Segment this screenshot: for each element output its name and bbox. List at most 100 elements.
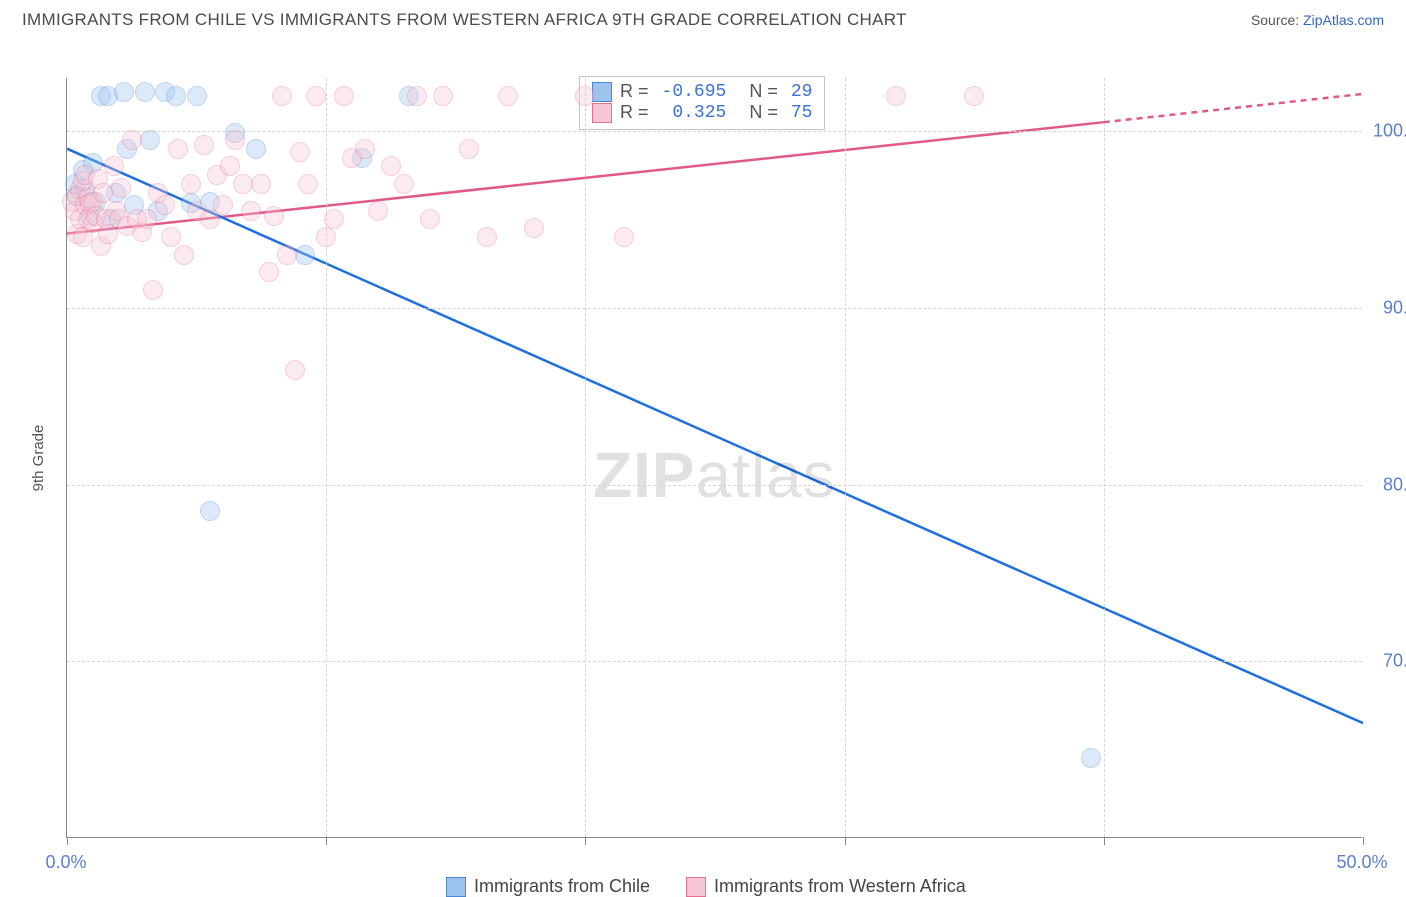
gridline-v (326, 78, 327, 837)
plot-area: ZIPatlas R = -0.695 N = 29R = 0.325 N = … (66, 78, 1362, 838)
gridline-v (845, 78, 846, 837)
scatter-point (298, 174, 318, 194)
y-tick-label: 100.0% (1373, 121, 1406, 142)
x-tick (845, 837, 846, 845)
y-tick-label: 80.0% (1383, 474, 1406, 495)
chart-title: IMMIGRANTS FROM CHILE VS IMMIGRANTS FROM… (22, 10, 907, 30)
x-tick (1363, 837, 1364, 845)
scatter-point (394, 174, 414, 194)
gridline-v (1104, 78, 1105, 837)
scatter-point (111, 178, 131, 198)
trend-line (67, 149, 1363, 723)
scatter-point (355, 139, 375, 159)
scatter-point (290, 142, 310, 162)
source-prefix: Source: (1251, 12, 1303, 28)
stat-r-value: 0.325 (662, 103, 727, 123)
scatter-point (420, 209, 440, 229)
scatter-point (524, 218, 544, 238)
y-tick-label: 90.0% (1383, 297, 1406, 318)
stats-legend-box: R = -0.695 N = 29R = 0.325 N = 75 (579, 76, 825, 130)
stat-n-value: 75 (791, 103, 813, 123)
series-swatch (592, 82, 612, 102)
trend-line (1104, 94, 1363, 122)
scatter-point (194, 135, 214, 155)
scatter-point (187, 86, 207, 106)
scatter-point (477, 227, 497, 247)
x-tick (326, 837, 327, 845)
scatter-point (272, 86, 292, 106)
scatter-point (251, 174, 271, 194)
watermark-bold: ZIP (593, 439, 696, 511)
gridline-h (67, 131, 1362, 132)
scatter-point (324, 209, 344, 229)
scatter-point (225, 130, 245, 150)
x-tick (585, 837, 586, 845)
scatter-point (143, 280, 163, 300)
scatter-point (964, 86, 984, 106)
scatter-point (166, 86, 186, 106)
stat-r-label: R = (620, 102, 654, 123)
scatter-point (614, 227, 634, 247)
watermark-light: atlas (696, 439, 836, 511)
x-tick (67, 837, 68, 845)
scatter-point (264, 206, 284, 226)
scatter-point (140, 130, 160, 150)
scatter-point (407, 86, 427, 106)
legend-item: Immigrants from Western Africa (686, 876, 966, 897)
scatter-point (381, 156, 401, 176)
source-link[interactable]: ZipAtlas.com (1303, 12, 1384, 28)
scatter-point (306, 86, 326, 106)
scatter-point (181, 174, 201, 194)
scatter-point (285, 360, 305, 380)
scatter-point (213, 195, 233, 215)
scatter-point (168, 139, 188, 159)
scatter-point (200, 501, 220, 521)
x-tick (1104, 837, 1105, 845)
scatter-point (459, 139, 479, 159)
watermark: ZIPatlas (593, 438, 836, 512)
scatter-point (1081, 748, 1101, 768)
scatter-point (220, 156, 240, 176)
legend-label: Immigrants from Chile (474, 876, 650, 897)
y-tick-label: 70.0% (1383, 651, 1406, 672)
bottom-legend: Immigrants from Chile Immigrants from Wes… (446, 876, 966, 897)
scatter-point (246, 139, 266, 159)
scatter-point (368, 201, 388, 221)
stat-n-value: 29 (791, 82, 813, 102)
scatter-point (135, 82, 155, 102)
source-attribution: Source: ZipAtlas.com (1251, 12, 1384, 28)
scatter-point (233, 174, 253, 194)
legend-swatch (446, 877, 466, 897)
scatter-point (174, 245, 194, 265)
stats-row: R = -0.695 N = 29 (592, 81, 812, 102)
stat-n-label: N = (734, 102, 783, 123)
gridline-h (67, 485, 1362, 486)
scatter-point (575, 86, 595, 106)
x-tick-label: 50.0% (1336, 852, 1387, 873)
stat-r-value: -0.695 (662, 82, 727, 102)
gridline-h (67, 661, 1362, 662)
scatter-point (334, 86, 354, 106)
scatter-point (122, 130, 142, 150)
scatter-point (93, 183, 113, 203)
gridline-v (585, 78, 586, 837)
gridline-h (67, 308, 1362, 309)
legend-swatch (686, 877, 706, 897)
scatter-point (114, 82, 134, 102)
header-bar: IMMIGRANTS FROM CHILE VS IMMIGRANTS FROM… (0, 0, 1406, 38)
scatter-point (155, 195, 175, 215)
scatter-point (137, 209, 157, 229)
stat-n-label: N = (734, 81, 783, 102)
scatter-point (241, 201, 261, 221)
series-swatch (592, 103, 612, 123)
stats-row: R = 0.325 N = 75 (592, 102, 812, 123)
scatter-point (259, 262, 279, 282)
scatter-point (886, 86, 906, 106)
legend-item: Immigrants from Chile (446, 876, 650, 897)
scatter-point (316, 227, 336, 247)
scatter-point (277, 245, 297, 265)
legend-label: Immigrants from Western Africa (714, 876, 966, 897)
scatter-point (295, 245, 315, 265)
scatter-point (161, 227, 181, 247)
x-tick-label: 0.0% (45, 852, 86, 873)
